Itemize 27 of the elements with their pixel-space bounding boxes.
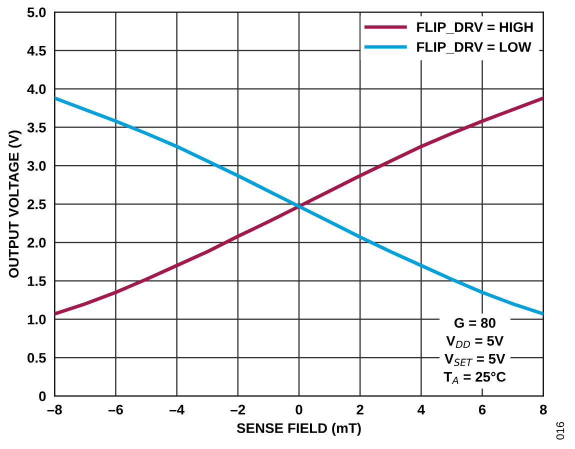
y-tick-label: 5.0 — [27, 7, 46, 18]
text: G = 80 V$_{DD}$ = 5V V$_{SET}$ = 5V T$_{A}$ = 25°C — [444, 318, 506, 384]
text: 016 — [556, 422, 564, 440]
y-tick-label: 2.0 — [27, 238, 46, 248]
x-tick-label: 4 — [418, 404, 425, 414]
y-tick-label: 2.5 — [27, 199, 46, 210]
y-axis-title: OUTPUT VOLTAGE (V) — [8, 130, 22, 278]
y-tick-label: 1.5 — [28, 276, 46, 286]
x-tick-label: 6 — [478, 404, 486, 415]
x-axis-title: SENSE FIELD (mT) — [236, 422, 361, 436]
x-tick-label: –6 — [108, 404, 123, 415]
y-tick-label: 1.0 — [28, 314, 46, 324]
line-series — [54, 96, 544, 316]
x-tick-label: –2 — [230, 404, 246, 414]
x-tick-label: –4 — [170, 404, 184, 414]
y-tick-label: 0.5 — [28, 352, 46, 363]
y-tick-label: 0 — [39, 391, 46, 402]
x-tick-label: –8 — [47, 404, 62, 415]
y-tick-label: 4.0 — [27, 84, 46, 94]
y-tick-label: 3.0 — [27, 161, 46, 171]
x-tick-label: 0 — [296, 404, 302, 415]
legend-label: FLIP_DRV = HIGH — [417, 22, 533, 34]
x-tick-label: 8 — [540, 404, 547, 415]
y-tick-label: 3.5 — [27, 122, 46, 132]
x-tick-label: 2 — [356, 404, 364, 414]
legend-label: FLIP_DRV = LOW — [417, 42, 532, 54]
y-tick-label: 4.5 — [27, 46, 46, 56]
